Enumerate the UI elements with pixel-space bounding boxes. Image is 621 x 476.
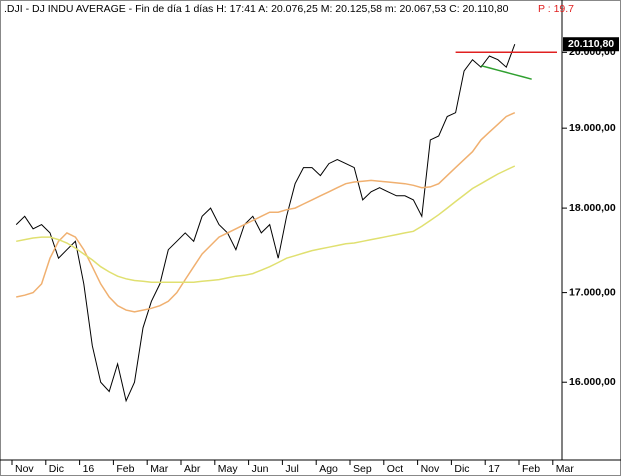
x-tick-label: Sep [353,463,372,475]
series-line [16,112,516,313]
x-tick-label: Jun [252,463,269,475]
x-tick-label: May [218,463,239,475]
x-tick-label: Nov [421,463,440,475]
series-line [480,64,532,80]
series-line [15,44,516,403]
y-tick-label: 19.000,00 [569,122,616,134]
series-line [16,165,516,283]
y-tick-label: 17.000,00 [569,286,616,298]
x-tick-label: Mar [150,463,169,475]
x-tick-label: Mar [556,463,575,475]
header: .DJI - DJ INDU AVERAGE - Fin de día 1 dí… [4,3,509,15]
x-tick-label: Abr [184,463,201,475]
x-tick-label: Dic [49,463,64,475]
x-tick-label: Jul [285,463,298,475]
header-extra: P : 19.7 [538,3,574,15]
x-tick-label: 17 [488,463,500,475]
x-tick-label: 16 [83,463,95,475]
x-tick-label: Feb [522,463,540,475]
y-tick-label: 16.000,00 [569,376,616,388]
last-price-box [563,37,619,52]
last-price-label: 20.110,80 [568,38,614,50]
x-tick-label: Oct [387,463,403,475]
y-tick-label: 18.000,00 [569,202,616,214]
x-tick-label: Feb [116,463,134,475]
x-tick-label: Nov [15,463,34,475]
x-tick-label: Dic [454,463,469,475]
x-tick-label: Ago [319,463,338,475]
